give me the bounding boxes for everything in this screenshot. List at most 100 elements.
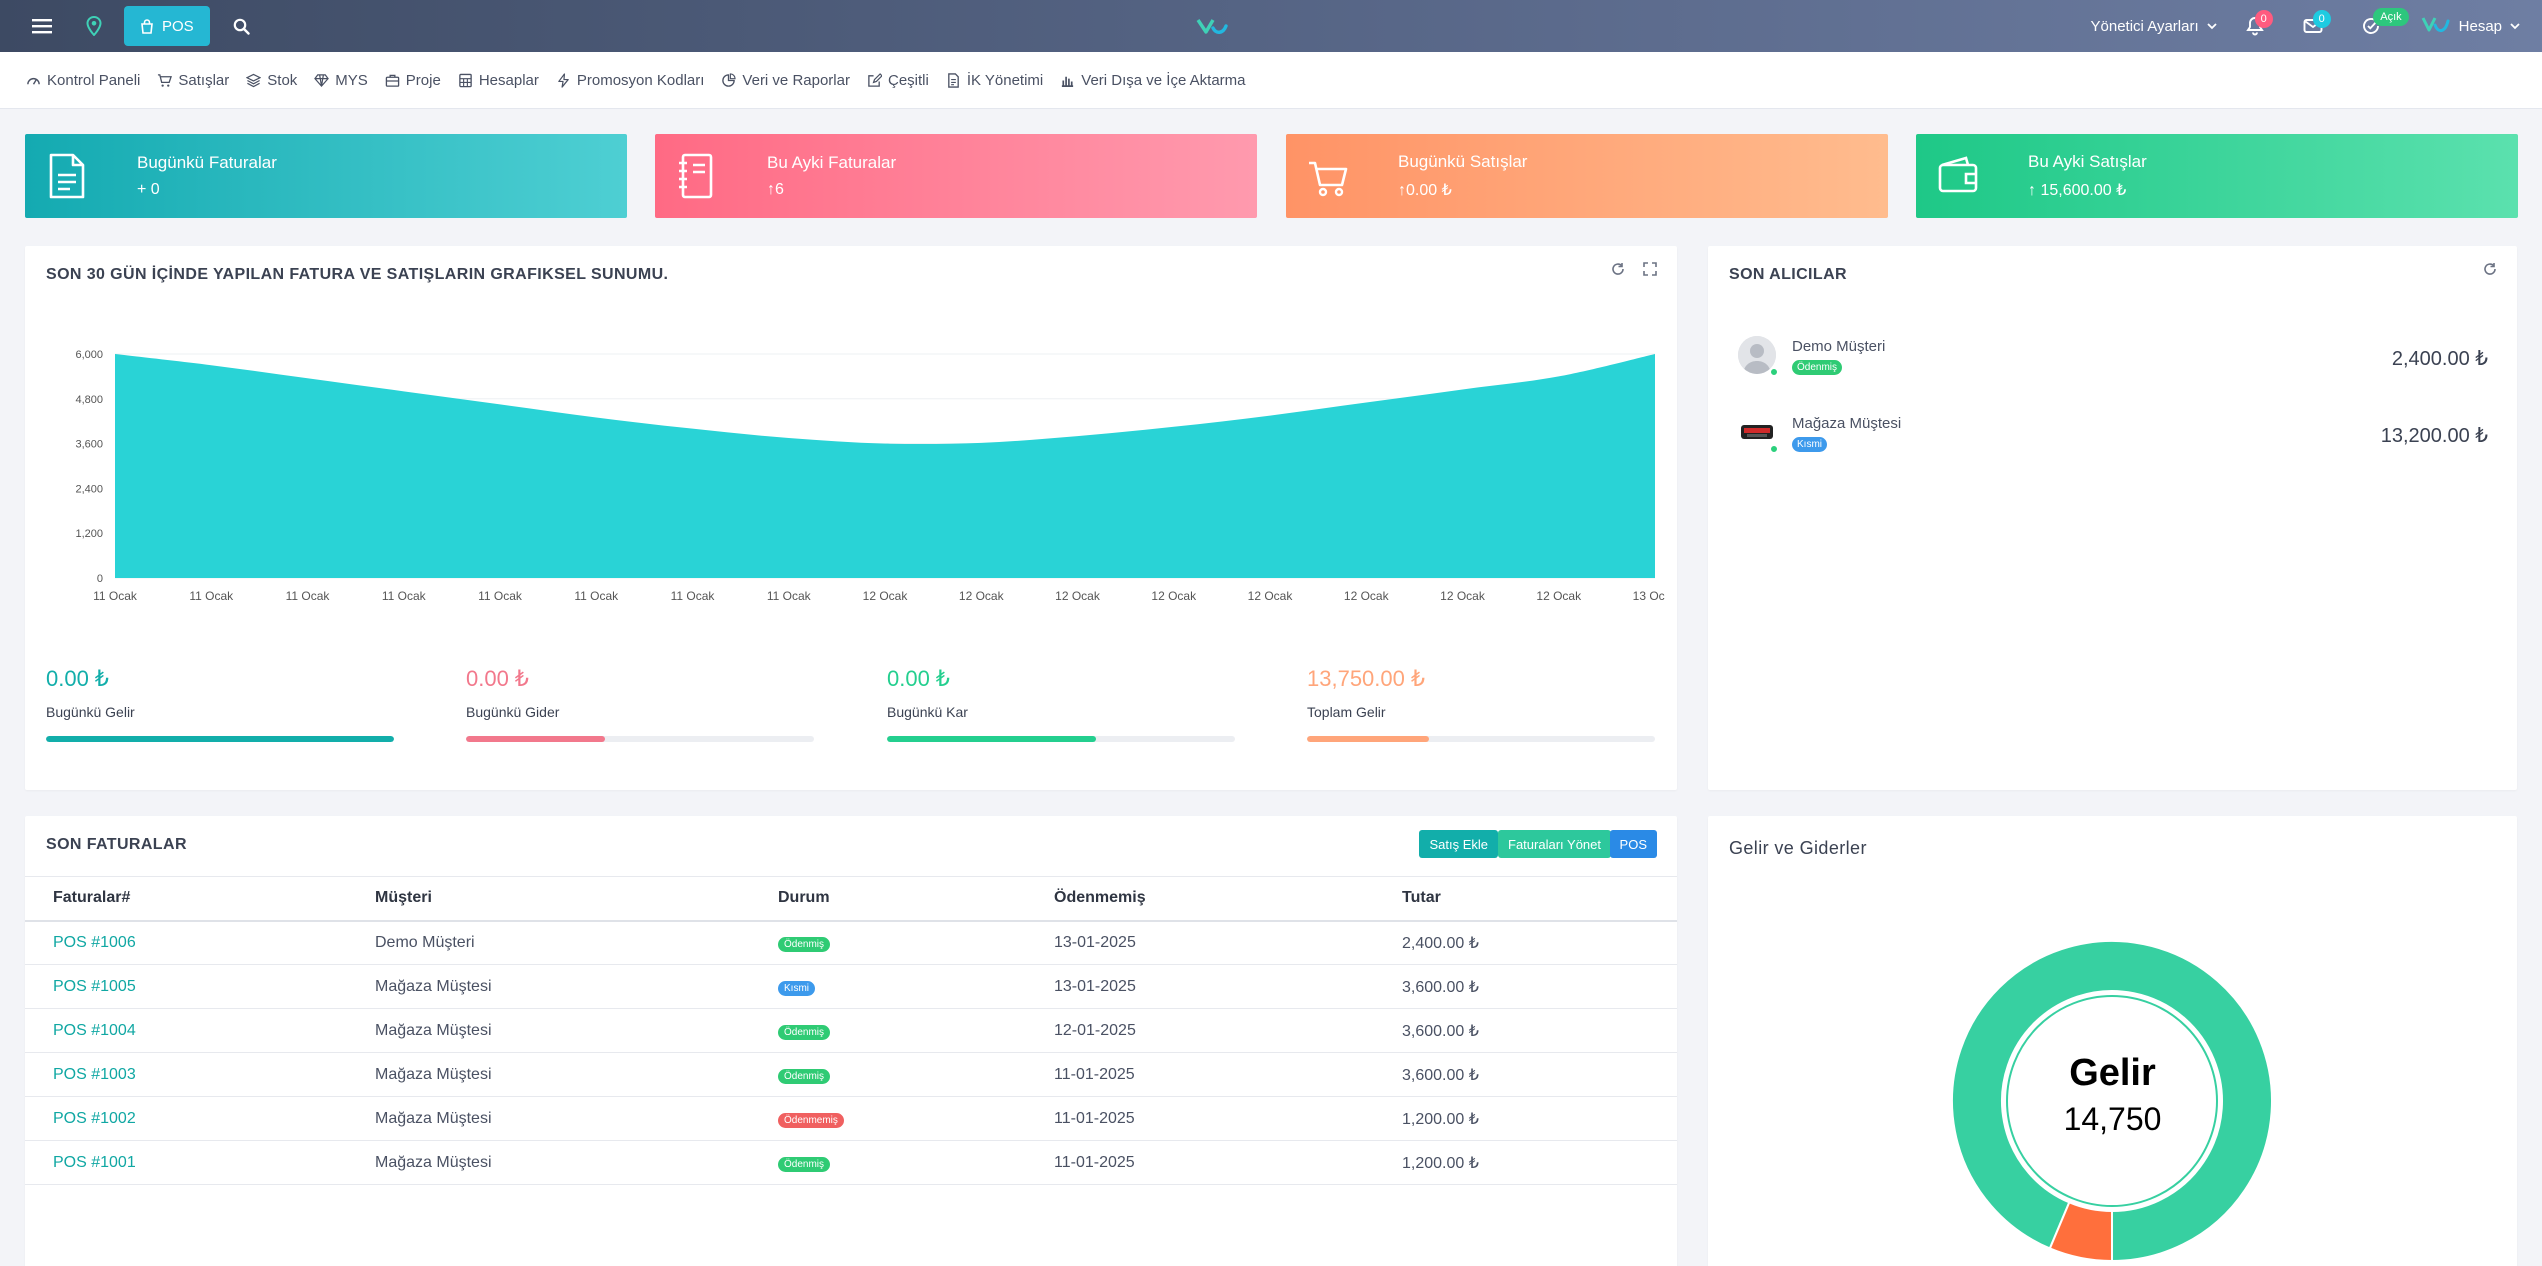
nav-item-dashboard[interactable]: Kontrol Paneli bbox=[26, 72, 140, 89]
column-header[interactable]: Tutar bbox=[1402, 876, 1677, 922]
expand-icon[interactable] bbox=[1643, 262, 1657, 279]
refresh-icon[interactable] bbox=[2483, 262, 2497, 279]
nav-item-sales[interactable]: Satışlar bbox=[157, 72, 229, 89]
table-row: POS #1003 Mağaza Müştesi Ödenmiş 11-01-2… bbox=[25, 1052, 1677, 1097]
basket-icon bbox=[1309, 161, 1348, 197]
y-tick-label: 1,200 bbox=[75, 528, 103, 540]
income-donut-chart bbox=[1951, 940, 2273, 1263]
buyer-amount: 13,200.00 ₺ bbox=[2380, 425, 2488, 447]
table-row: POS #1004 Mağaza Müştesi Ödenmiş 12-01-2… bbox=[25, 1008, 1677, 1053]
calculator-icon bbox=[459, 73, 472, 87]
column-header[interactable]: Durum bbox=[778, 876, 1054, 922]
invoice-link[interactable]: POS #1002 bbox=[25, 1096, 375, 1141]
account-dropdown[interactable]: Hesap bbox=[2421, 13, 2520, 39]
admin-settings-dropdown[interactable]: Yönetici Ayarları bbox=[2091, 18, 2217, 35]
x-tick-label: 12 Ocak bbox=[1536, 589, 1582, 603]
column-header[interactable]: Müşteri bbox=[375, 876, 778, 922]
cart-icon bbox=[158, 73, 173, 87]
column-header[interactable]: Ödenmemiş bbox=[1054, 876, 1402, 922]
notifications-button[interactable]: 0 bbox=[2235, 6, 2275, 46]
brand-logo[interactable] bbox=[1195, 14, 1235, 38]
location-pin-icon[interactable] bbox=[74, 6, 114, 46]
status-badge: Ödenmiş bbox=[778, 1024, 831, 1040]
invoice-link[interactable]: POS #1003 bbox=[25, 1052, 375, 1097]
add-sale-button[interactable]: Satış Ekle bbox=[1419, 830, 1498, 858]
nav-item-import-export[interactable]: Veri Dışa ve İçe Aktarma bbox=[1060, 72, 1246, 89]
kpi-today-profit: 0.00 ₺ Bugünkü Kar bbox=[887, 666, 1237, 742]
nav-item-stock[interactable]: Stok bbox=[246, 72, 297, 89]
hamburger-menu-icon[interactable] bbox=[22, 6, 62, 46]
manage-invoices-button[interactable]: Faturaları Yönet bbox=[1498, 830, 1611, 858]
nav-item-mys[interactable]: MYS bbox=[314, 72, 368, 89]
table-row: POS #1001 Mağaza Müştesi Ödenmiş 11-01-2… bbox=[25, 1140, 1677, 1185]
x-tick-label: 12 Ocak bbox=[1344, 589, 1390, 603]
nav-item-project[interactable]: Proje bbox=[385, 72, 441, 89]
stat-card-month-invoices[interactable]: Bu Ayki Faturalar ↑6 bbox=[655, 134, 1257, 218]
pos-button[interactable]: POS bbox=[1609, 830, 1657, 858]
invoice-link[interactable]: POS #1001 bbox=[25, 1140, 375, 1185]
status-badge: Ödenmiş bbox=[778, 1156, 831, 1172]
recent-buyers-panel: SON ALICILAR Demo Müşteri Ödenmiş 2,400.… bbox=[1708, 246, 2517, 790]
x-tick-label: 11 Ocak bbox=[574, 589, 619, 603]
edit-icon bbox=[868, 72, 882, 87]
stat-card-today-invoices[interactable]: Bugünkü Faturalar + 0 bbox=[25, 134, 627, 218]
notebook-icon bbox=[679, 153, 713, 199]
bag-icon bbox=[141, 18, 153, 34]
nav-item-misc[interactable]: Çeşitli bbox=[867, 72, 929, 89]
buyer-item[interactable]: Demo Müşteri Ödenmiş 2,400.00 ₺ bbox=[1738, 336, 2488, 386]
panel-title: SON ALICILAR bbox=[1729, 266, 1847, 283]
status-cell: Kısmi bbox=[778, 964, 1054, 1009]
status-badge: Ödenmiş bbox=[778, 1068, 831, 1084]
dashboard-icon bbox=[27, 77, 40, 85]
kpi-total-income: 13,750.00 ₺ Toplam Gelir bbox=[1307, 666, 1657, 742]
customer-name: Mağaza Müştesi bbox=[375, 964, 778, 1009]
nav-item-hr[interactable]: İK Yönetimi bbox=[946, 72, 1043, 89]
column-header[interactable]: Faturalar# bbox=[25, 876, 375, 922]
pos-button-label: POS bbox=[162, 17, 194, 35]
nav-item-label: İK Yönetimi bbox=[966, 71, 1044, 89]
pos-button[interactable]: POS bbox=[124, 6, 210, 46]
kpi-today-expense: 0.00 ₺ Bugünkü Gider bbox=[466, 666, 816, 742]
panel-title: SON 30 GÜN İÇİNDE YAPILAN FATURA VE SATI… bbox=[46, 266, 669, 283]
area-chart: 0 1,200 2,400 3,600 4,800 6,000 11 Ocak 11 Ocak… bbox=[75, 349, 1665, 603]
invoice-link[interactable]: POS #1004 bbox=[25, 1008, 375, 1053]
kpi-label: Toplam Gelir bbox=[1307, 704, 1386, 720]
x-tick-label: 12 Ocak bbox=[863, 589, 909, 603]
stat-card-month-sales[interactable]: Bu Ayki Satışlar ↑ 15,600.00 ₺ bbox=[1916, 134, 2518, 218]
buyer-name: Mağaza Müştesi bbox=[1792, 415, 1902, 432]
nav-item-label: Çeşitli bbox=[887, 71, 929, 89]
customer-name: Demo Müşteri bbox=[375, 920, 778, 965]
document-icon bbox=[49, 153, 85, 199]
donut-center-label: Gelir bbox=[2069, 1052, 2156, 1094]
nav-item-promo-codes[interactable]: Promosyon Kodları bbox=[556, 72, 704, 89]
kpi-progress-fill bbox=[1307, 736, 1429, 742]
customer-name: Mağaza Müştesi bbox=[375, 1008, 778, 1053]
invoice-link[interactable]: POS #1006 bbox=[25, 920, 375, 965]
status-button[interactable]: Açık bbox=[2351, 6, 2409, 46]
y-tick-label: 2,400 bbox=[75, 483, 103, 495]
donut-segment-expense[interactable] bbox=[2048, 1201, 2113, 1263]
income-expenses-panel: Gelir ve Giderler Gelir 14,750 bbox=[1708, 816, 2517, 1266]
online-indicator bbox=[1770, 368, 1778, 376]
wallet-icon bbox=[1938, 156, 1978, 193]
stat-title: Bugünkü Faturalar bbox=[137, 153, 277, 172]
nav-item-data-reports[interactable]: Veri ve Raporlar bbox=[721, 72, 850, 89]
status-cell: Ödenmiş bbox=[778, 920, 1054, 965]
messages-button[interactable]: 0 bbox=[2293, 6, 2333, 46]
kpi-value: 13,750.00 ₺ bbox=[1307, 666, 1425, 691]
search-icon[interactable] bbox=[222, 6, 262, 46]
invoice-link[interactable]: POS #1005 bbox=[25, 964, 375, 1009]
area-series bbox=[115, 354, 1655, 578]
amount: 1,200.00 ₺ bbox=[1402, 1140, 1677, 1185]
status-cell: Ödenmiş bbox=[778, 1140, 1054, 1185]
status-cell: Ödenmiş bbox=[778, 1052, 1054, 1097]
kpi-progress-fill bbox=[466, 736, 606, 742]
kpi-label: Bugünkü Gider bbox=[466, 704, 560, 720]
donut-segment-income[interactable] bbox=[1951, 940, 2273, 1263]
nav-item-accounts[interactable]: Hesaplar bbox=[458, 72, 539, 89]
stat-card-today-sales[interactable]: Bugünkü Satışlar ↑0.00 ₺ bbox=[1286, 134, 1888, 218]
buyer-item[interactable]: Mağaza Müştesi Kısmi 13,200.00 ₺ bbox=[1738, 413, 2488, 463]
kpi-today-income: 0.00 ₺ Bugünkü Gelir bbox=[46, 666, 396, 742]
stat-value: + 0 bbox=[137, 181, 160, 198]
refresh-icon[interactable] bbox=[1611, 262, 1625, 279]
